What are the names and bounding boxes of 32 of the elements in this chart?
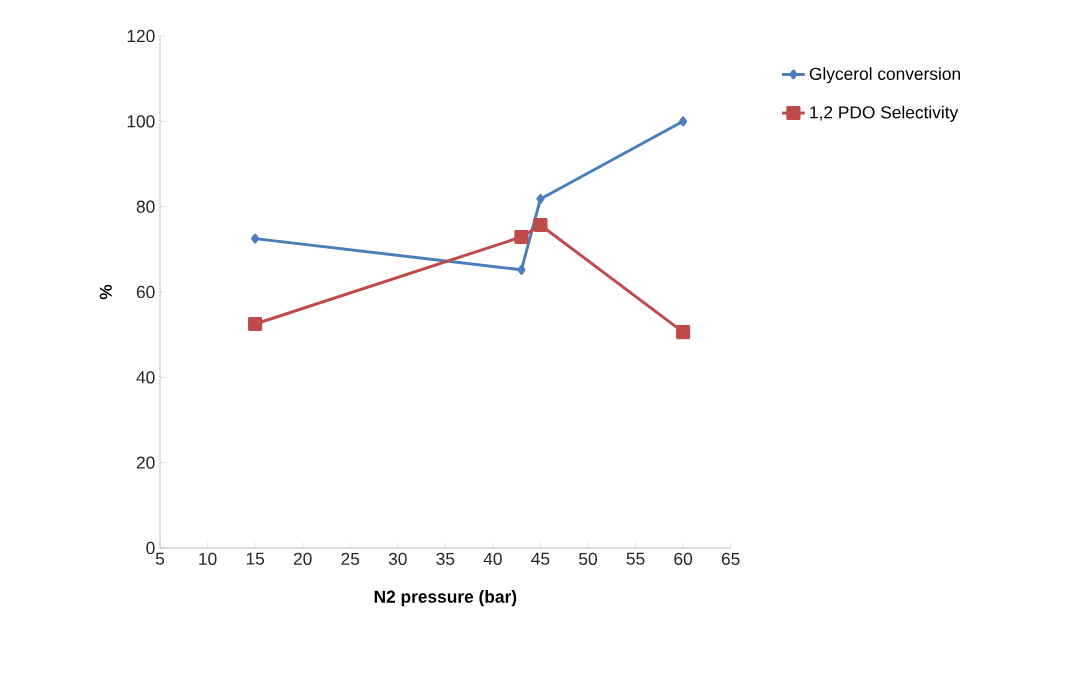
y-tick-label: 60 (136, 285, 155, 299)
y-axis-title: % (99, 284, 112, 300)
legend-label: 1,2 PDO Selectivity (810, 105, 959, 122)
x-tick-label: 25 (341, 552, 360, 565)
y-tick-label: 20 (136, 456, 155, 469)
point (679, 116, 688, 127)
x-tick-label: 5 (155, 552, 165, 565)
x-tick-label: 10 (199, 552, 217, 565)
point (533, 217, 548, 233)
y-tick-label: 120 (127, 29, 155, 43)
legend-label: Glycerol conversion (809, 67, 960, 84)
x-axis-title: N2 pressure (bar) (374, 590, 517, 607)
point (676, 325, 691, 340)
y-tick-label: 0 (146, 541, 155, 555)
point (514, 229, 529, 245)
x-tick-label: 35 (436, 552, 455, 565)
x-tick-label: 20 (293, 552, 312, 565)
x-tick-label: 55 (626, 552, 645, 565)
y-tick-label: 100 (127, 115, 155, 128)
point (536, 194, 545, 204)
x-tick-label: 15 (246, 552, 265, 565)
y-tick-label: 40 (136, 371, 155, 384)
x-tick-label: 60 (674, 552, 693, 565)
x-tick-label: 50 (579, 552, 597, 565)
point (251, 233, 260, 244)
x-tick-label: 45 (531, 552, 550, 565)
x-tick-label: 65 (721, 552, 740, 565)
point (248, 316, 263, 332)
x-tick-label: 40 (483, 552, 502, 565)
x-tick-label: 30 (388, 552, 407, 565)
y-tick-label: 80 (136, 200, 155, 213)
point (517, 264, 526, 275)
